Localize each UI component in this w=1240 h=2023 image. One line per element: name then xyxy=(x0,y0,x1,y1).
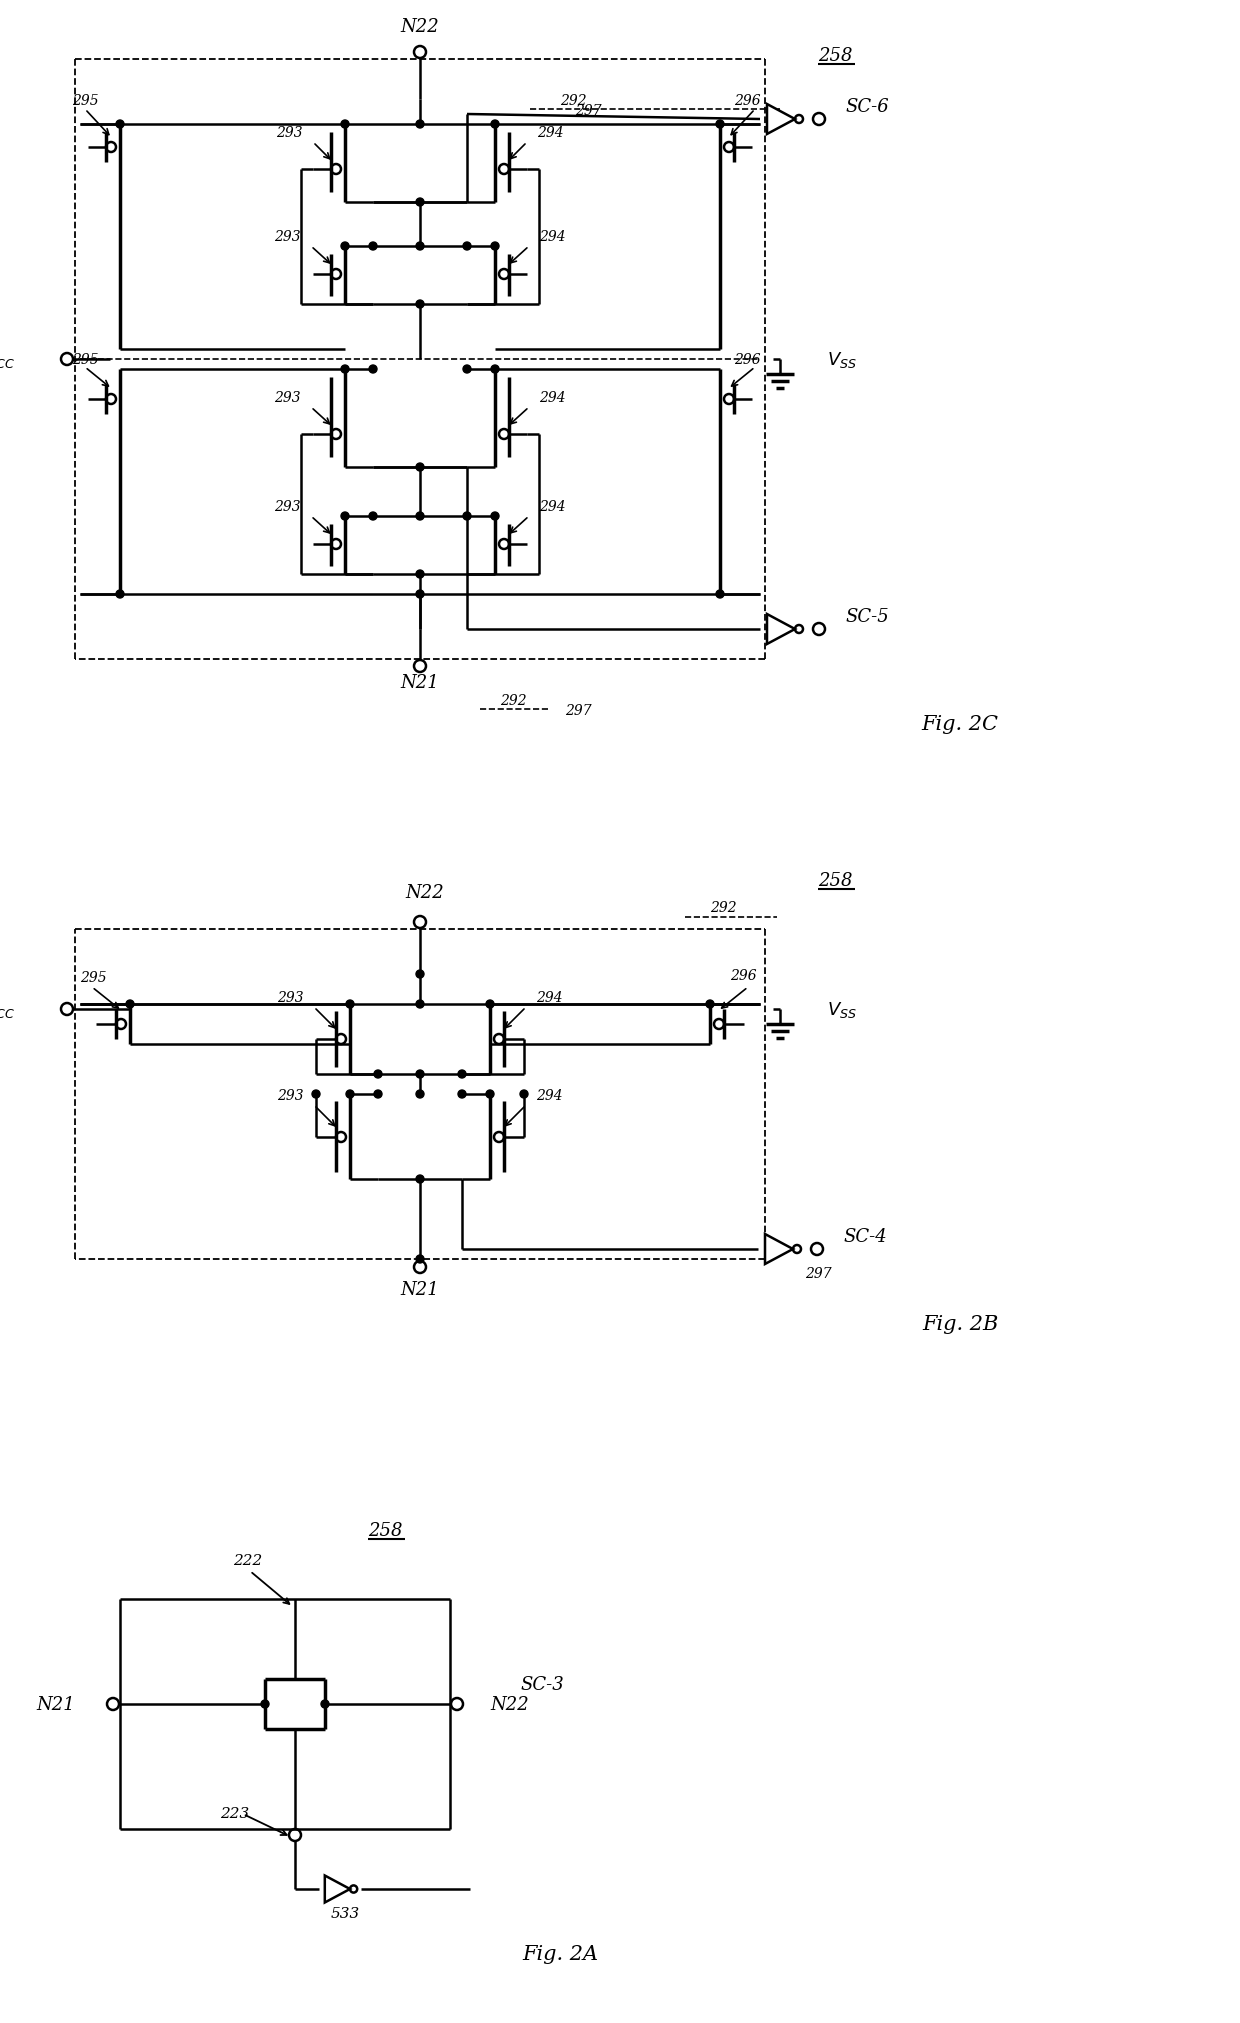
Text: 294: 294 xyxy=(539,500,565,514)
Text: 292: 292 xyxy=(500,694,527,708)
Text: 296: 296 xyxy=(734,352,760,366)
Circle shape xyxy=(415,1256,424,1264)
Text: Fig. 2A: Fig. 2A xyxy=(522,1944,598,1962)
Circle shape xyxy=(415,243,424,251)
Text: 293: 293 xyxy=(274,231,301,245)
Circle shape xyxy=(415,512,424,520)
Text: 297: 297 xyxy=(575,103,601,117)
Text: 295: 295 xyxy=(72,352,99,366)
Circle shape xyxy=(346,1001,353,1009)
Circle shape xyxy=(491,512,498,520)
Circle shape xyxy=(415,121,424,129)
Text: N21: N21 xyxy=(401,674,439,692)
Circle shape xyxy=(458,1070,466,1078)
Circle shape xyxy=(341,366,348,374)
Circle shape xyxy=(341,512,348,520)
Circle shape xyxy=(415,1070,424,1078)
Circle shape xyxy=(370,512,377,520)
Circle shape xyxy=(715,591,724,599)
Circle shape xyxy=(491,243,498,251)
Text: 296: 296 xyxy=(734,93,760,107)
Circle shape xyxy=(370,366,377,374)
Circle shape xyxy=(117,121,124,129)
Text: SC-4: SC-4 xyxy=(843,1228,887,1246)
Circle shape xyxy=(321,1699,329,1707)
Text: 295: 295 xyxy=(72,93,99,107)
Text: 293: 293 xyxy=(274,500,301,514)
Text: $V_{CC}$: $V_{CC}$ xyxy=(0,999,15,1020)
Text: $V_{SS}$: $V_{SS}$ xyxy=(827,999,857,1020)
Text: 258: 258 xyxy=(817,47,852,65)
Circle shape xyxy=(117,591,124,599)
Circle shape xyxy=(458,1090,466,1098)
Text: 222: 222 xyxy=(233,1554,262,1568)
Text: 297: 297 xyxy=(805,1266,832,1281)
Circle shape xyxy=(520,1090,528,1098)
Text: 295: 295 xyxy=(81,971,107,985)
Text: 297: 297 xyxy=(565,704,591,718)
Text: 294: 294 xyxy=(539,231,565,245)
Text: 293: 293 xyxy=(278,991,304,1005)
Text: Fig. 2C: Fig. 2C xyxy=(921,714,998,734)
Text: 223: 223 xyxy=(219,1807,249,1821)
Circle shape xyxy=(491,366,498,374)
Circle shape xyxy=(491,121,498,129)
Text: SC-6: SC-6 xyxy=(844,97,889,115)
Circle shape xyxy=(415,971,424,979)
Polygon shape xyxy=(768,615,795,645)
Text: N22: N22 xyxy=(405,884,444,902)
Circle shape xyxy=(463,366,471,374)
Text: 258: 258 xyxy=(817,872,852,890)
Text: 294: 294 xyxy=(539,390,565,405)
Text: N21: N21 xyxy=(401,1281,439,1299)
Text: N22: N22 xyxy=(401,18,439,36)
Text: 294: 294 xyxy=(536,1088,563,1103)
Circle shape xyxy=(260,1699,269,1707)
Circle shape xyxy=(706,1001,714,1009)
Text: 293: 293 xyxy=(278,1088,304,1103)
Text: SC-5: SC-5 xyxy=(844,607,889,625)
Circle shape xyxy=(415,198,424,206)
Polygon shape xyxy=(768,105,795,136)
Circle shape xyxy=(370,243,377,251)
Text: 533: 533 xyxy=(330,1906,360,1920)
Text: Fig. 2B: Fig. 2B xyxy=(921,1315,998,1333)
Circle shape xyxy=(346,1090,353,1098)
Circle shape xyxy=(126,1001,134,1009)
Text: 292: 292 xyxy=(711,900,737,914)
Circle shape xyxy=(415,570,424,579)
Text: 293: 293 xyxy=(277,125,303,140)
Text: 292: 292 xyxy=(560,93,587,107)
Text: N21: N21 xyxy=(36,1695,74,1713)
Circle shape xyxy=(415,1175,424,1183)
Circle shape xyxy=(415,463,424,471)
Text: 294: 294 xyxy=(537,125,564,140)
Circle shape xyxy=(374,1070,382,1078)
Text: 296: 296 xyxy=(730,969,756,983)
Circle shape xyxy=(341,121,348,129)
Circle shape xyxy=(463,243,471,251)
Text: 293: 293 xyxy=(274,390,301,405)
Polygon shape xyxy=(765,1234,794,1264)
Circle shape xyxy=(715,121,724,129)
Circle shape xyxy=(415,1090,424,1098)
Circle shape xyxy=(463,512,471,520)
Text: N22: N22 xyxy=(490,1695,528,1713)
Circle shape xyxy=(374,1090,382,1098)
Text: 294: 294 xyxy=(536,991,563,1005)
Circle shape xyxy=(312,1090,320,1098)
Circle shape xyxy=(486,1090,494,1098)
Circle shape xyxy=(415,591,424,599)
Polygon shape xyxy=(325,1875,350,1902)
Circle shape xyxy=(415,1001,424,1009)
Text: $V_{CC}$: $V_{CC}$ xyxy=(0,350,15,370)
Circle shape xyxy=(415,301,424,310)
Text: 258: 258 xyxy=(368,1521,402,1540)
Text: SC-3: SC-3 xyxy=(520,1675,564,1693)
Circle shape xyxy=(486,1001,494,1009)
Text: $V_{SS}$: $V_{SS}$ xyxy=(827,350,857,370)
Circle shape xyxy=(341,243,348,251)
